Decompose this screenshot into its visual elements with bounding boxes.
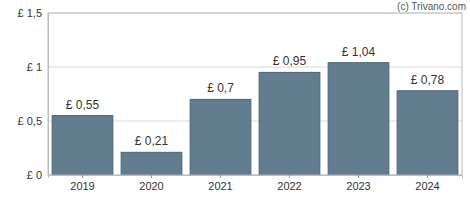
x-tick-label: 2021 [208, 180, 232, 192]
grid-line [48, 67, 462, 68]
bar [121, 152, 182, 175]
x-tick-label: 2024 [415, 180, 439, 192]
data-labels: £ 0,55 £ 0,21 £ 0,7 £ 0,95 £ 1,04 £ 0,78 [66, 45, 445, 149]
x-tick-label: 2023 [346, 180, 370, 192]
x-tick: 2020 [139, 175, 163, 192]
plot: £ 0 £ 0,5 £ 1 £ 1,5 2019 2020 2021 2022 2023 2024… [18, 7, 463, 192]
data-label: £ 0,55 [66, 98, 100, 112]
y-axis: £ 0 £ 0,5 £ 1 £ 1,5 [18, 7, 49, 181]
y-tick: £ 1,5 [18, 7, 48, 19]
y-axis-line [48, 14, 49, 176]
x-tick-mark [427, 175, 428, 178]
bars [52, 63, 458, 175]
x-tick-mark [151, 175, 152, 178]
x-tick-mark [358, 175, 359, 178]
y-tick-label: £ 0 [27, 169, 42, 181]
plot-frame [48, 13, 462, 175]
data-label: £ 0,95 [273, 54, 307, 68]
grid [48, 13, 462, 175]
bar [259, 72, 320, 175]
x-tick: 2023 [346, 175, 370, 192]
x-tick-label: 2019 [70, 180, 94, 192]
x-tick: 2021 [208, 175, 232, 192]
bar [190, 99, 251, 175]
x-tick-mark [82, 175, 83, 178]
x-tick-label: 2020 [139, 180, 163, 192]
data-label: £ 1,04 [342, 45, 376, 59]
y-tick: £ 0,5 [18, 115, 48, 127]
chart: £ 0 £ 0,5 £ 1 £ 1,5 2019 2020 2021 2022 2023 2024… [0, 0, 470, 200]
x-tick: 2024 [415, 175, 439, 192]
bar [397, 91, 458, 175]
x-tick: 2019 [70, 175, 94, 192]
y-tick: £ 1 [27, 61, 48, 73]
data-label: £ 0,7 [207, 81, 234, 95]
x-axis: 2019 2020 2021 2022 2023 2024 [49, 175, 463, 192]
x-tick-mark [289, 175, 290, 178]
y-tick: £ 0 [27, 169, 48, 181]
y-tick-label: £ 1,5 [18, 7, 42, 19]
y-tick-label: £ 1 [27, 61, 42, 73]
bar [52, 116, 113, 175]
x-tick-mark [220, 175, 221, 178]
x-axis-line [49, 176, 463, 179]
credit: (c) Trivano.com [397, 1, 466, 12]
data-label: £ 0,78 [411, 73, 445, 87]
x-tick-label: 2022 [277, 180, 301, 192]
y-tick-label: £ 0,5 [18, 115, 42, 127]
bar [328, 63, 389, 175]
data-label: £ 0,21 [135, 134, 169, 148]
x-tick: 2022 [277, 175, 301, 192]
